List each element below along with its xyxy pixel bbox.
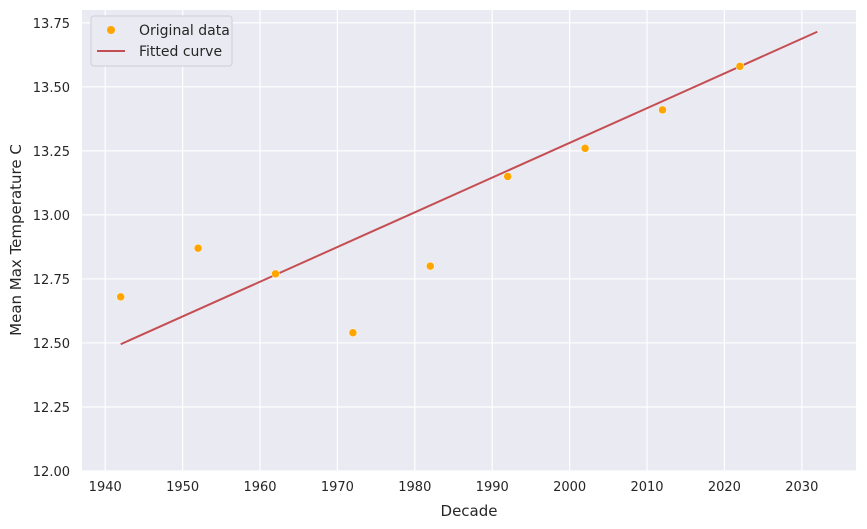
fitted-curve-layer (120, 30, 818, 346)
data-point (116, 292, 125, 302)
x-tick-label: 1970 (321, 480, 354, 495)
x-tick-label: 1940 (89, 480, 122, 495)
x-axis-label: Decade (441, 502, 498, 520)
fitted-curve-line (120, 30, 818, 346)
x-tick-label: 1990 (476, 480, 509, 495)
y-axis-ticks: 12.00 12.25 12.50 12.75 13.00 13.25 13.50 13.75 (33, 17, 70, 480)
y-tick-label: 13.75 (33, 17, 70, 32)
legend-label-fitted-curve: Fitted curve (139, 44, 222, 60)
x-tick-label: 1980 (398, 480, 431, 495)
y-tick-label: 13.50 (33, 81, 70, 96)
x-tick-label: 1960 (243, 480, 276, 495)
data-point (348, 328, 358, 337)
y-tick-label: 12.25 (33, 401, 70, 416)
y-tick-label: 13.00 (33, 209, 70, 224)
x-tick-label: 2030 (785, 480, 818, 495)
y-tick-label: 12.50 (33, 337, 70, 352)
y-tick-label: 13.25 (33, 145, 70, 160)
legend-label-original-data: Original data (139, 23, 230, 39)
data-point (735, 62, 745, 71)
y-axis-label: Mean Max Temperature C (7, 144, 25, 336)
y-tick-label: 12.00 (33, 465, 70, 480)
x-tick-label: 2020 (708, 480, 741, 495)
y-tick-label: 12.75 (33, 273, 70, 288)
legend-marker-original-data (107, 26, 115, 34)
data-point (271, 269, 280, 279)
x-tick-label: 2010 (630, 480, 663, 495)
legend: Original data Fitted curve (90, 15, 233, 67)
x-axis-ticks: 1940 1950 1960 1970 1980 1990 2000 2010 2020 2030 (89, 480, 819, 495)
grid-lines (82, 10, 856, 472)
data-point (193, 243, 203, 253)
x-tick-label: 2000 (553, 480, 586, 495)
x-tick-label: 1950 (166, 480, 199, 495)
plot-background (82, 10, 856, 471)
data-point (658, 105, 667, 115)
data-point (580, 144, 590, 153)
data-point (426, 261, 435, 271)
legend-box (90, 15, 233, 67)
data-points-layer (116, 62, 745, 337)
data-point (503, 172, 512, 181)
